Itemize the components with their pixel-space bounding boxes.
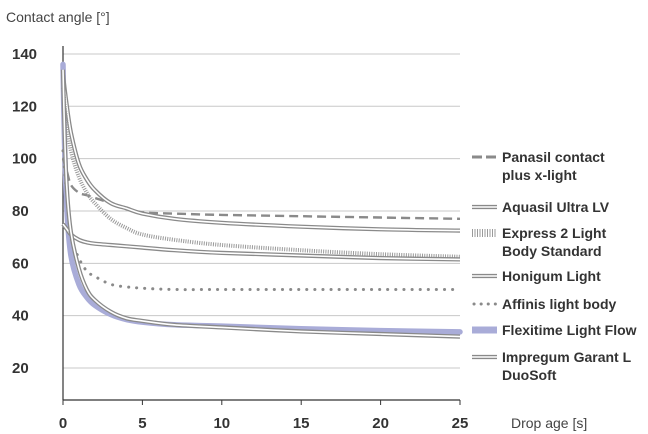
series-impregum-garant-l-duosoft bbox=[60, 69, 461, 339]
legend-label: Panasil contact bbox=[502, 149, 605, 165]
series-line bbox=[61, 87, 461, 259]
legend-item: Panasil contact plus x-light bbox=[472, 149, 605, 183]
legend: Panasil contact plus x-light Aquasil Ultra… bbox=[472, 149, 637, 383]
x-tick-labels: 0 5 10 15 20 25 bbox=[59, 415, 469, 432]
y-tick-label: 80 bbox=[12, 203, 29, 220]
series-line bbox=[60, 69, 461, 339]
series-affinis-light-body bbox=[61, 149, 462, 292]
series-line-inner bbox=[62, 69, 461, 338]
x-tick-label: 0 bbox=[59, 415, 67, 432]
series-aquasil-ultra-lv bbox=[60, 74, 461, 233]
legend-item: Honigum Light bbox=[472, 268, 601, 284]
legend-label: DuoSoft bbox=[502, 367, 557, 383]
x-tick-label: 25 bbox=[452, 415, 469, 432]
legend-item: Express 2 Light Body Standard bbox=[472, 225, 607, 259]
legend-label: Flexitime Light Flow bbox=[502, 322, 637, 338]
y-tick-label: 120 bbox=[12, 98, 37, 115]
series-line bbox=[61, 149, 462, 292]
legend-item: Flexitime Light Flow bbox=[472, 322, 637, 338]
y-tick-label: 40 bbox=[12, 308, 29, 325]
legend-item: Aquasil Ultra LV bbox=[472, 199, 610, 215]
series-panasil-contact-plus-x-light bbox=[61, 158, 461, 220]
y-tick-label: 60 bbox=[12, 255, 29, 272]
series-line bbox=[61, 158, 461, 220]
legend-label: Affinis light body bbox=[502, 296, 617, 312]
legend-item: Impregum Garant L DuoSoft bbox=[472, 349, 632, 383]
legend-label: plus x-light bbox=[502, 167, 577, 183]
x-tick-label: 10 bbox=[213, 415, 230, 432]
series-line bbox=[60, 61, 463, 335]
legend-label: Express 2 Light bbox=[502, 225, 607, 241]
series-lines bbox=[60, 61, 463, 339]
x-tick-label: 15 bbox=[293, 415, 310, 432]
legend-item: Affinis light body bbox=[472, 296, 617, 312]
legend-label: Aquasil Ultra LV bbox=[502, 199, 610, 215]
y-tick-label: 20 bbox=[12, 360, 29, 377]
y-axis-label: Contact angle [°] bbox=[6, 9, 110, 25]
series-line-inner bbox=[62, 74, 461, 232]
legend-label: Honigum Light bbox=[502, 268, 601, 284]
series-flexitime-light-flow bbox=[60, 61, 463, 335]
legend-label: Impregum Garant L bbox=[502, 349, 632, 365]
x-tick-label: 5 bbox=[138, 415, 146, 432]
y-tick-label: 140 bbox=[12, 46, 37, 63]
y-tick-labels: 20 40 60 80 100 120 140 bbox=[12, 46, 37, 377]
legend-label: Body Standard bbox=[502, 243, 602, 259]
y-tick-label: 100 bbox=[12, 151, 37, 168]
series-express-2-light-body-standard bbox=[61, 87, 461, 259]
x-tick-label: 20 bbox=[372, 415, 389, 432]
x-axis-label: Drop age [s] bbox=[511, 415, 587, 431]
